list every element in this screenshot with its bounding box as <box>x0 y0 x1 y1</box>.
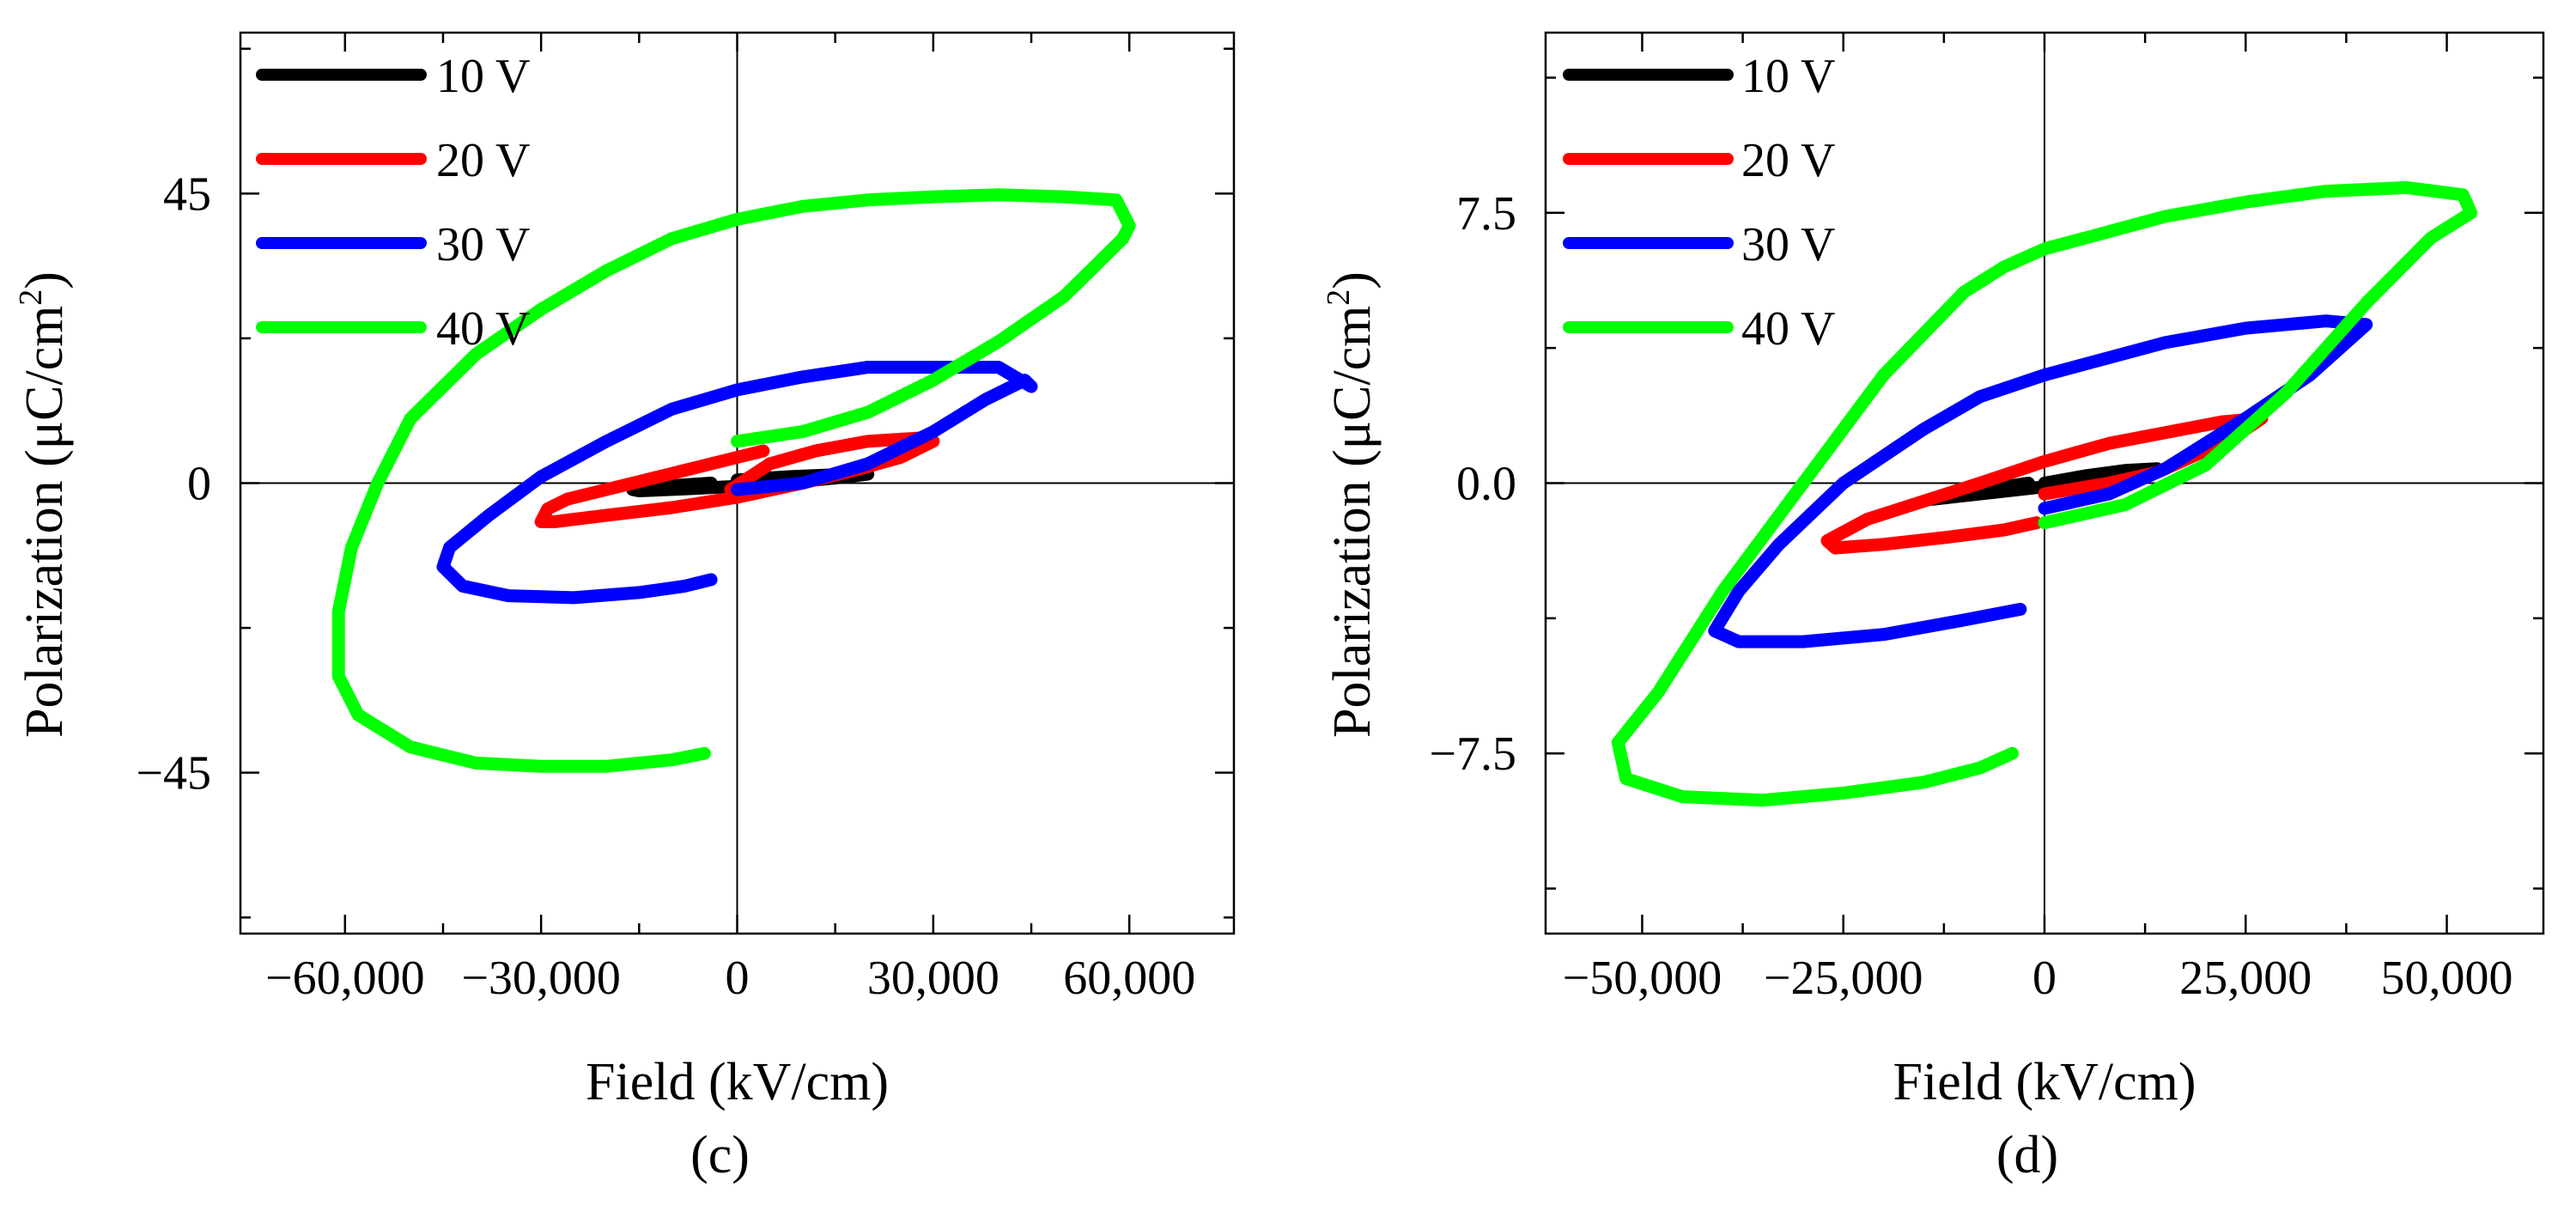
x-tick-labels: −60,000 −30,000 0 30,000 60,000 <box>265 952 1195 1005</box>
data-series <box>1611 180 2478 807</box>
x-axis-title: Field (kV/cm) <box>1893 1053 2196 1111</box>
y-tick-label: 7.5 <box>1456 187 1516 240</box>
panel-label: (c) <box>690 1126 750 1184</box>
series-line-40v <box>1611 180 2478 807</box>
axis-ticks <box>1546 33 2543 934</box>
legend-label: 10 V <box>1741 50 1835 103</box>
x-tick-label: −50,000 <box>1563 952 1722 1005</box>
plot-frame <box>239 31 1236 935</box>
y-tick-label: 45 <box>163 167 211 221</box>
y-tick-label: 0 <box>187 458 211 511</box>
legend: 10 V 20 V 30 V 40 V <box>1563 50 1835 356</box>
x-tick-label: 0 <box>726 952 750 1005</box>
y-axis-title: Polarization (μC/cm2) <box>1321 271 1382 738</box>
data-series <box>331 188 1136 773</box>
legend-label: 40 V <box>1741 302 1835 356</box>
x-tick-label: 50,000 <box>2381 952 2513 1005</box>
x-tick-label: 60,000 <box>1063 952 1195 1005</box>
legend-label: 10 V <box>436 50 530 103</box>
x-tick-label: 30,000 <box>867 952 999 1005</box>
chart-panel-c: −60,000 −30,000 0 30,000 60,000 −45 0 45 10 V 2… <box>13 31 1236 1184</box>
x-tick-label: −25,000 <box>1764 952 1923 1005</box>
x-tick-label: −30,000 <box>461 952 621 1005</box>
x-tick-label: −60,000 <box>265 952 425 1005</box>
y-axis-title: Polarization (μC/cm2) <box>13 271 74 738</box>
panel-label: (d) <box>1996 1126 2058 1184</box>
x-tick-labels: −50,000 −25,000 0 25,000 50,000 <box>1563 952 2513 1005</box>
axis-ticks <box>240 33 1234 934</box>
y-tick-labels: −7.5 0.0 7.5 <box>1429 187 1516 781</box>
y-tick-labels: −45 0 45 <box>136 167 211 800</box>
series-line-30v <box>436 361 1038 605</box>
x-tick-label: 0 <box>2032 952 2057 1005</box>
x-axis-title: Field (kV/cm) <box>586 1053 889 1111</box>
legend-label: 40 V <box>436 302 530 356</box>
legend-label: 20 V <box>1741 134 1835 187</box>
series-line-20v <box>534 431 940 528</box>
x-tick-label: 25,000 <box>2179 952 2312 1005</box>
y-tick-label: 0.0 <box>1456 458 1516 511</box>
legend-label: 30 V <box>1741 218 1835 271</box>
plot-frame <box>1544 31 2545 935</box>
y-tick-label: −45 <box>136 747 211 800</box>
legend-label: 30 V <box>436 218 530 271</box>
y-tick-label: −7.5 <box>1429 727 1516 781</box>
chart-panel-d: −50,000 −25,000 0 25,000 50,000 −7.5 0.0 7.5 1… <box>1321 31 2545 1184</box>
series-line-40v <box>331 188 1136 773</box>
legend-label: 20 V <box>436 134 530 187</box>
legend: 10 V 20 V 30 V 40 V <box>256 50 530 356</box>
